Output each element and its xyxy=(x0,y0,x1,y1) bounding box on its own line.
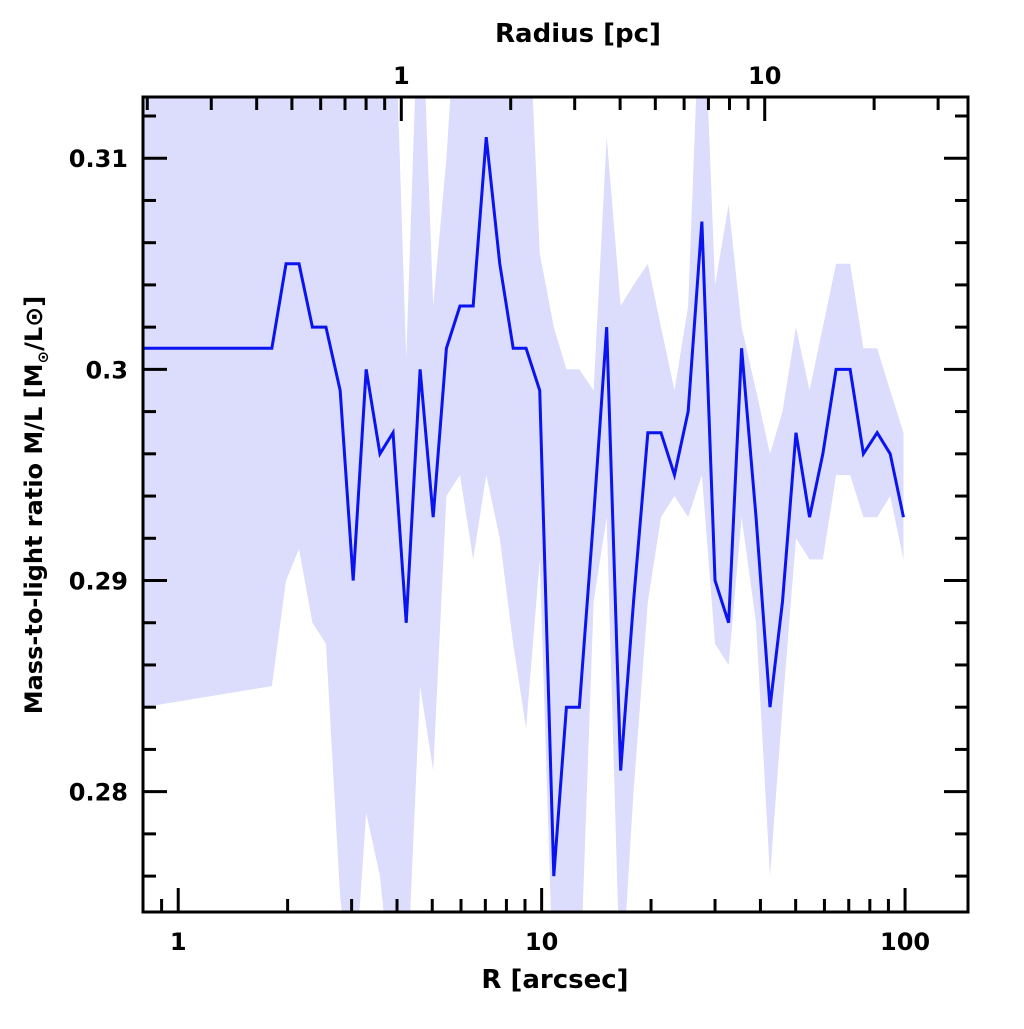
uncertainty-band xyxy=(143,97,904,912)
plot-frame xyxy=(141,95,970,914)
y-tick-label: 0.29 xyxy=(69,568,128,596)
y-tick-label: 0.31 xyxy=(69,145,128,173)
ml-ratio-line xyxy=(143,136,905,877)
x-axis-label: R [arcsec] xyxy=(481,965,628,995)
y-tick-label: 0.3 xyxy=(85,356,128,384)
top-tick-label: 10 xyxy=(748,62,781,90)
x-tick-label: 1 xyxy=(170,928,187,956)
x-tick-label: 100 xyxy=(880,928,930,956)
y-tick-label: 0.28 xyxy=(69,779,128,807)
x-tick-label: 10 xyxy=(525,928,558,956)
top-axis-label: Radius [pc] xyxy=(495,19,661,49)
top-tick-label: 1 xyxy=(393,62,410,90)
y-axis-label: Mass-to-light ratio M/L [M⊙/L⊙] xyxy=(20,296,52,715)
